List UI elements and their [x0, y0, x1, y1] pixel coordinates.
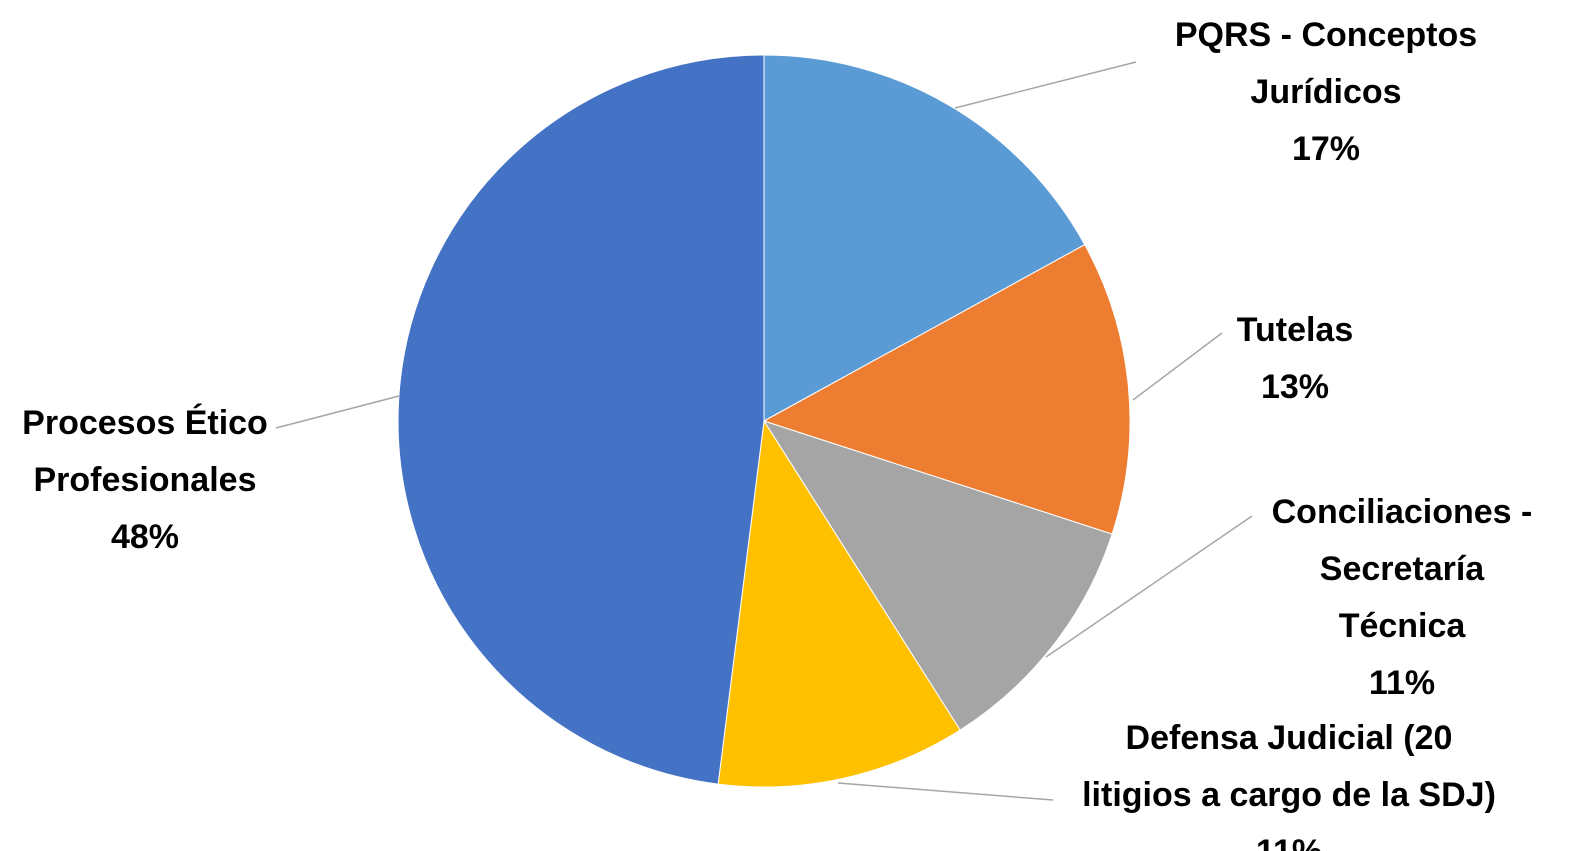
data-label-line: 11%	[1256, 833, 1322, 851]
pie-slice-defensa-judicial	[717, 419, 961, 788]
data-label-line: Defensa Judicial (20	[1126, 719, 1453, 757]
pie-slice-pqrs	[763, 54, 1086, 422]
data-label-line: Secretaría	[1320, 550, 1486, 588]
data-label-procesos-etico: Procesos Ético Profesionales 48%	[22, 404, 268, 556]
data-label-line: 13%	[1261, 368, 1329, 406]
leader-line-defensa-judicial	[837, 782, 1054, 801]
pie-slice-procesos-etico	[397, 54, 765, 785]
data-label-line: 11%	[1369, 664, 1435, 702]
data-label-line: 48%	[111, 518, 179, 556]
pie-slice-conciliaciones	[762, 420, 1113, 731]
leader-line-conciliaciones	[1045, 515, 1253, 658]
data-label-line: PQRS - Conceptos	[1175, 16, 1477, 54]
leader-line-procesos-etico	[275, 395, 400, 429]
data-label-line: Profesionales	[34, 461, 257, 499]
data-label-pqrs: PQRS - Conceptos Jurídicos 17%	[1175, 16, 1477, 168]
pie-slice-tutelas	[762, 244, 1131, 535]
data-label-tutelas: Tutelas 13%	[1237, 311, 1354, 406]
data-label-line: litigios a cargo de la SDJ)	[1082, 776, 1496, 814]
data-label-defensa-judicial: Defensa Judicial (20 litigios a cargo de …	[1082, 719, 1496, 851]
leader-lines	[275, 61, 1253, 801]
leader-line-tutelas	[1132, 332, 1223, 401]
data-label-conciliaciones: Conciliaciones - Secretaría Técnica 11%	[1272, 493, 1533, 702]
data-label-line: 17%	[1292, 130, 1360, 168]
data-label-line: Técnica	[1339, 607, 1467, 645]
pie-slices	[397, 54, 1131, 788]
data-label-line: Jurídicos	[1250, 73, 1401, 111]
data-label-line: Procesos Ético	[22, 404, 268, 442]
data-labels: PQRS - Conceptos Jurídicos 17% Tutelas 13% Co…	[22, 16, 1532, 851]
data-label-line: Conciliaciones -	[1272, 493, 1533, 531]
leader-line-pqrs	[954, 61, 1137, 109]
data-label-line: Tutelas	[1237, 311, 1354, 349]
